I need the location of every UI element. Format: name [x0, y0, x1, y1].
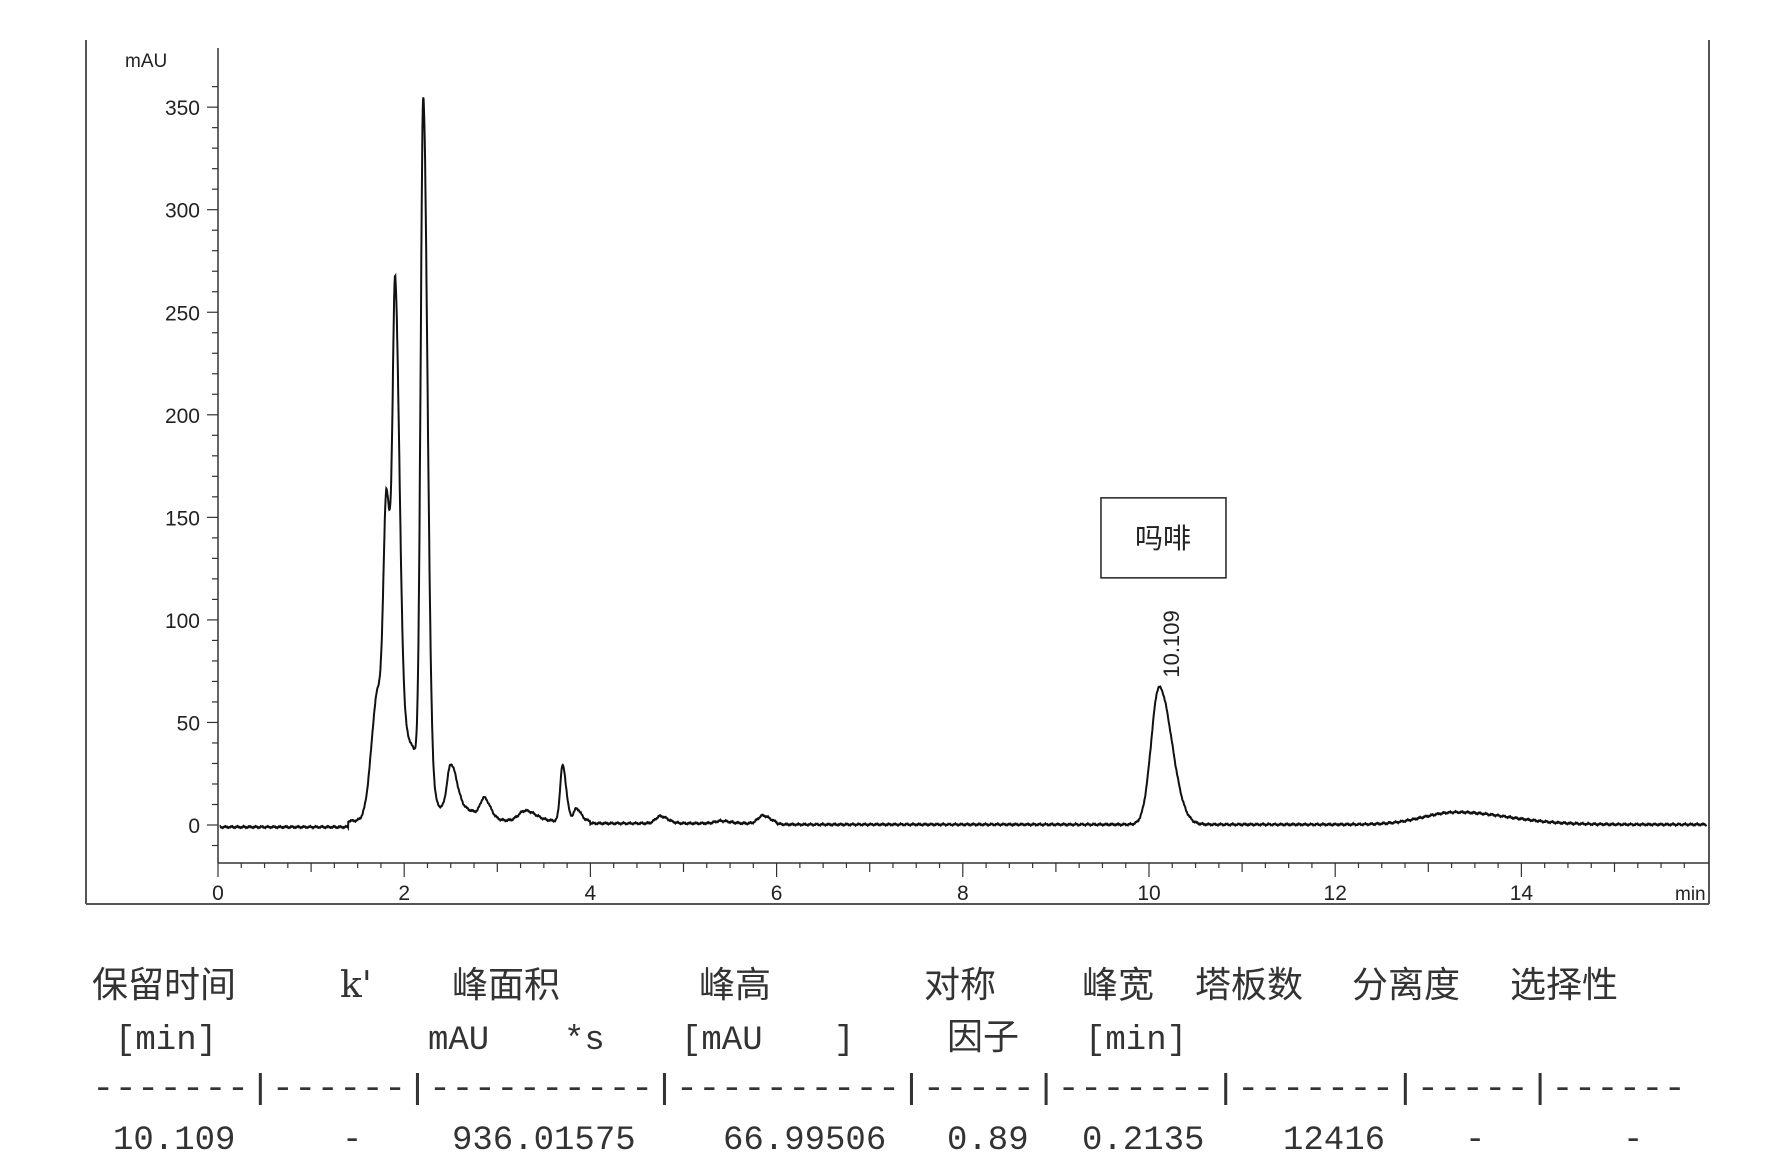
table-header: 峰面积: [452, 965, 560, 1006]
table-header: k': [340, 965, 372, 1006]
y-axis-label: mAU: [125, 51, 167, 72]
annotation-compound-name: 吗啡: [1135, 522, 1191, 555]
x-axis-label: min: [1675, 884, 1706, 905]
results-table: 保留时间 k' 峰面积 峰高 对称 峰宽 塔板数 分离度 选择性 [min] mAU *s [mAU]…: [92, 965, 1686, 1160]
table-unit: ]: [834, 1022, 854, 1060]
table-cell: 936.01575: [452, 1122, 636, 1160]
table-cell: 12416: [1283, 1122, 1385, 1160]
chromatogram-trace: [219, 97, 1708, 832]
table-unit: mAU: [428, 1022, 489, 1060]
y-tick-label: 50: [177, 712, 200, 735]
table-header: 保留时间: [92, 965, 236, 1006]
table-cell: -: [1623, 1122, 1643, 1160]
x-tick-label: 4: [585, 882, 597, 905]
x-tick-label: 14: [1510, 882, 1534, 905]
y-tick-label: 250: [165, 302, 200, 325]
table-cell: -: [342, 1122, 362, 1160]
table-header: 分离度: [1352, 965, 1460, 1006]
y-tick-label: 200: [165, 405, 200, 428]
y-tick-label: 300: [165, 200, 200, 223]
annotation-box: [1100, 497, 1227, 579]
table-unit: [mAU: [681, 1022, 763, 1060]
peak-label-retention-time: 10.109: [1159, 610, 1184, 677]
table-header: 塔板数: [1195, 965, 1303, 1006]
table-cell: 10.109: [113, 1122, 235, 1160]
table-unit: 因子: [947, 1017, 1019, 1058]
table-unit: *s: [564, 1022, 605, 1060]
y-tick-label: 150: [165, 507, 200, 530]
y-tick-label: 350: [165, 97, 200, 120]
table-header: 选择性: [1510, 965, 1618, 1006]
table-header: 对称: [924, 965, 996, 1006]
y-tick-label: 0: [188, 815, 200, 838]
x-tick-label: 12: [1324, 882, 1347, 905]
x-tick-label: 6: [771, 882, 783, 905]
x-tick-label: 0: [212, 882, 224, 905]
table-unit: [min]: [115, 1022, 217, 1060]
table-header: 峰高: [699, 965, 771, 1006]
x-tick-label: 2: [398, 882, 410, 905]
table-unit: [min]: [1085, 1022, 1187, 1060]
x-tick-label: 10: [1137, 882, 1160, 905]
table-separator: -------|------|----------|----------|---…: [92, 1071, 1686, 1109]
table-cell: -: [1465, 1122, 1485, 1160]
table-cell: 0.89: [947, 1122, 1029, 1160]
y-tick-label: 100: [165, 610, 200, 633]
table-cell: 66.99506: [723, 1122, 886, 1160]
x-tick-label: 8: [957, 882, 969, 905]
table-cell: 0.2135: [1082, 1122, 1204, 1160]
table-header: 峰宽: [1082, 965, 1154, 1006]
